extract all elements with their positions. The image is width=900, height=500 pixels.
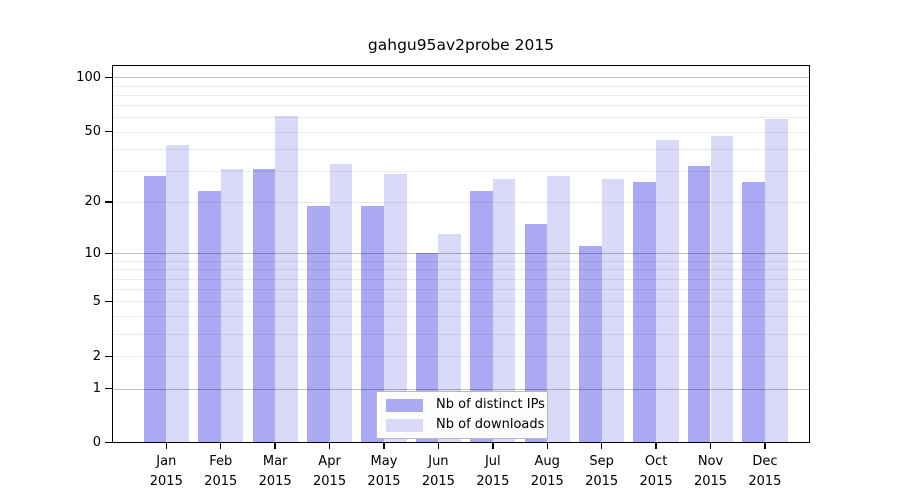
gridline-major xyxy=(113,253,809,255)
gridline-major xyxy=(113,77,809,79)
legend-swatch xyxy=(386,398,423,412)
x-tick-label: Sep 2015 xyxy=(585,454,619,489)
bar-nb-of-distinct-ips-apr-2015 xyxy=(306,205,330,442)
x-tick xyxy=(328,442,331,449)
y-tick-label: 100 xyxy=(76,69,101,85)
y-tick-label: 0 xyxy=(92,434,101,450)
y-tick xyxy=(105,76,112,79)
y-tick xyxy=(105,252,112,255)
gridline-minor xyxy=(113,131,809,133)
chart-title: gahgu95av2probe 2015 xyxy=(367,36,555,54)
y-tick xyxy=(105,300,112,303)
x-tick-label: Feb 2015 xyxy=(204,454,238,489)
gridline-minor xyxy=(113,301,809,303)
gridline-minor xyxy=(113,171,809,173)
x-tick-label: Jun 2015 xyxy=(421,454,455,489)
bar-nb-of-downloads-sep-2015 xyxy=(601,179,625,442)
bar-nb-of-distinct-ips-jan-2015 xyxy=(143,176,167,442)
bar-nb-of-distinct-ips-sep-2015 xyxy=(579,246,602,442)
gridline-minor xyxy=(113,260,809,262)
x-tick-label: Jul 2015 xyxy=(476,454,510,489)
x-tick xyxy=(655,442,657,449)
bar-nb-of-downloads-feb-2015 xyxy=(220,168,244,442)
y-tick-label: 10 xyxy=(84,245,101,261)
bar-nb-of-distinct-ips-dec-2015 xyxy=(742,182,765,442)
gridline-minor xyxy=(113,148,809,150)
x-tick xyxy=(274,442,276,449)
bar-nb-of-downloads-jun-2015 xyxy=(438,234,461,442)
y-tick xyxy=(105,441,112,443)
y-tick xyxy=(105,355,112,358)
bar-nb-of-downloads-may-2015 xyxy=(383,173,407,442)
x-tick-label: May 2015 xyxy=(367,454,401,489)
x-tick xyxy=(492,442,494,449)
x-tick-label: Dec 2015 xyxy=(748,454,782,489)
x-tick-label: Nov 2015 xyxy=(693,454,728,489)
gridline-minor xyxy=(113,94,809,96)
bar-nb-of-downloads-nov-2015 xyxy=(710,136,734,442)
x-tick xyxy=(165,442,167,449)
gridline-minor xyxy=(113,117,809,119)
y-tick xyxy=(105,388,112,390)
bar-nb-of-downloads-mar-2015 xyxy=(275,116,298,442)
x-tick-label: Mar 2015 xyxy=(258,454,292,489)
x-tick-label: Jan 2015 xyxy=(149,454,183,489)
y-tick xyxy=(105,201,112,203)
x-tick-label: Oct 2015 xyxy=(639,454,673,489)
gridline-minor xyxy=(113,356,809,358)
gridline-minor xyxy=(113,85,809,87)
x-tick xyxy=(600,442,603,449)
legend: Nb of distinct IPs Nb of downloads xyxy=(376,391,548,439)
plot-area: 100 50 20 10 5 2 1 0 Jan 2015 Feb 2015 Mar 2015 Apr 201… xyxy=(76,65,810,489)
gridline-minor xyxy=(113,269,809,271)
gridline-minor xyxy=(113,105,809,107)
gridline-major xyxy=(113,388,809,390)
bar-nb-of-distinct-ips-mar-2015 xyxy=(252,168,276,442)
gridline-minor xyxy=(113,315,809,317)
x-tick xyxy=(709,442,712,449)
x-tick-label: Apr 2015 xyxy=(313,454,347,489)
bar-nb-of-downloads-jan-2015 xyxy=(166,145,189,442)
legend-swatch xyxy=(386,418,423,432)
x-tick-label: Aug 2015 xyxy=(530,454,564,489)
y-tick-label: 1 xyxy=(92,381,101,396)
y-tick-label: 20 xyxy=(84,194,101,210)
gridline-minor xyxy=(113,278,809,280)
legend-item: Nb of downloads xyxy=(386,418,544,432)
bar-nb-of-downloads-apr-2015 xyxy=(329,163,353,442)
gridline-minor xyxy=(113,289,809,291)
y-tick-label: 50 xyxy=(84,124,101,140)
bar-nb-of-distinct-ips-oct-2015 xyxy=(633,182,657,442)
y-tick-label: 2 xyxy=(92,348,101,364)
bar-nb-of-downloads-jul-2015 xyxy=(492,179,516,442)
y-tick-label: 5 xyxy=(92,293,101,309)
x-tick xyxy=(437,442,440,449)
gridline-minor xyxy=(113,333,809,335)
bar-nb-of-distinct-ips-aug-2015 xyxy=(524,223,548,442)
bar-nb-of-downloads-aug-2015 xyxy=(547,176,570,442)
legend-item-label: Nb of downloads xyxy=(436,417,545,432)
gridline-minor xyxy=(113,201,809,203)
bar-nb-of-downloads-oct-2015 xyxy=(656,139,679,442)
y-tick xyxy=(105,131,112,133)
bar-nb-of-distinct-ips-jul-2015 xyxy=(470,191,493,442)
bar-nb-of-distinct-ips-may-2015 xyxy=(361,205,384,442)
legend-item: Nb of distinct IPs xyxy=(386,398,545,412)
x-tick xyxy=(546,442,548,449)
x-tick xyxy=(220,442,222,449)
x-tick xyxy=(764,442,766,449)
x-tick xyxy=(383,442,385,449)
bar-nb-of-downloads-dec-2015 xyxy=(764,118,788,442)
bar-nb-of-distinct-ips-feb-2015 xyxy=(198,191,221,442)
legend-item-label: Nb of distinct IPs xyxy=(436,397,545,412)
bar-nb-of-distinct-ips-nov-2015 xyxy=(687,166,711,442)
